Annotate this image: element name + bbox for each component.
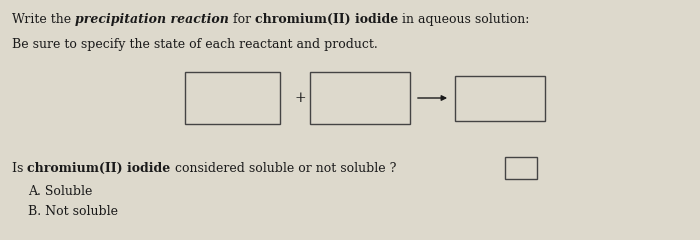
Text: Is: Is xyxy=(12,162,27,175)
Text: A. Soluble: A. Soluble xyxy=(28,185,92,198)
Text: chromium(II) iodide: chromium(II) iodide xyxy=(27,162,171,175)
Text: +: + xyxy=(294,91,306,105)
Text: chromium(II) iodide: chromium(II) iodide xyxy=(255,13,398,26)
Bar xyxy=(185,72,280,124)
Text: considered soluble or not soluble ?: considered soluble or not soluble ? xyxy=(171,162,396,175)
Text: in aqueous solution:: in aqueous solution: xyxy=(398,13,530,26)
Bar xyxy=(310,72,410,124)
Text: Be sure to specify the state of each reactant and product.: Be sure to specify the state of each rea… xyxy=(12,38,378,51)
Text: B. Not soluble: B. Not soluble xyxy=(28,205,118,218)
Text: Write the: Write the xyxy=(12,13,75,26)
Text: precipitation reaction: precipitation reaction xyxy=(75,13,229,26)
Bar xyxy=(455,76,545,121)
Text: for: for xyxy=(229,13,255,26)
Bar xyxy=(505,157,537,179)
